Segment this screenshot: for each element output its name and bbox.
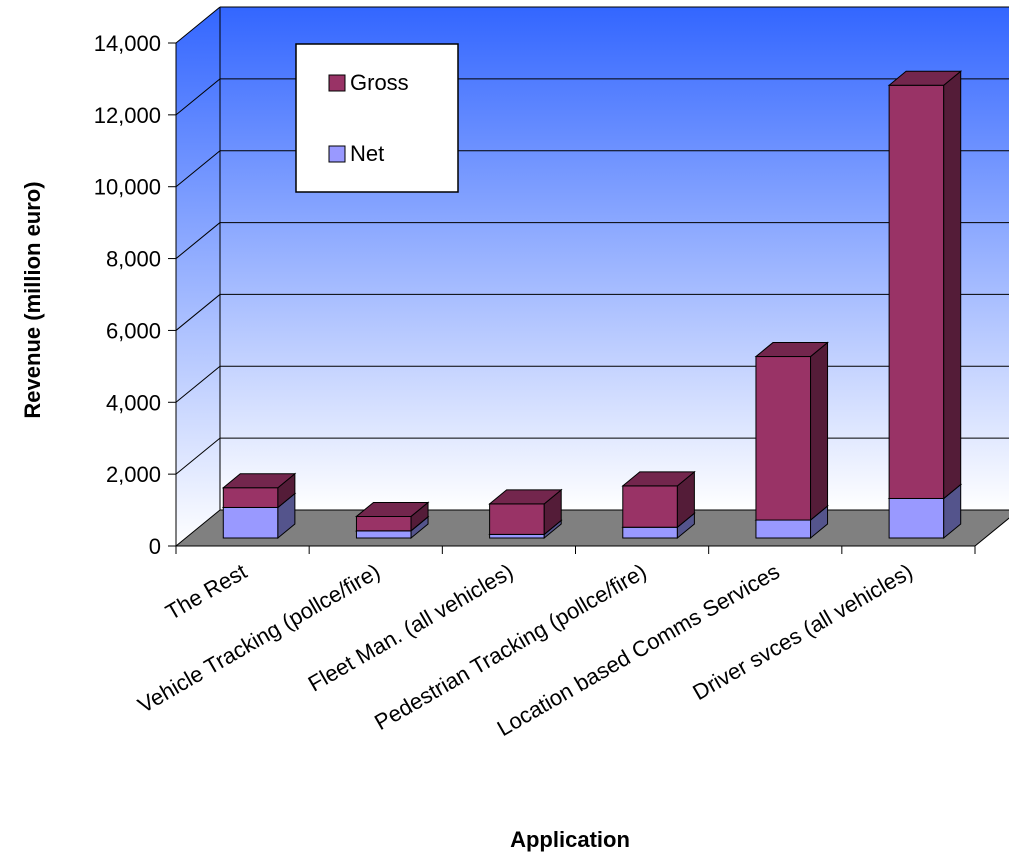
legend-swatch-net bbox=[328, 145, 346, 163]
y-tick-label: 12,000 bbox=[94, 103, 161, 128]
legend-label-net: Net bbox=[350, 141, 384, 166]
gridline-side bbox=[175, 437, 221, 475]
y-tick-label: 2,000 bbox=[106, 462, 161, 487]
bar-top bbox=[355, 501, 430, 517]
floor bbox=[174, 509, 1009, 547]
bar-side bbox=[810, 341, 829, 522]
bar-gross bbox=[221, 472, 297, 509]
bar-top bbox=[621, 471, 696, 487]
gridline-side bbox=[175, 294, 221, 331]
x-tick-label: Driver svces (all vehicles) bbox=[688, 559, 916, 705]
bar-gross bbox=[488, 488, 563, 536]
bars bbox=[221, 70, 963, 540]
bar-gross bbox=[355, 501, 430, 532]
bar-front bbox=[755, 356, 812, 521]
bar-top bbox=[221, 473, 297, 489]
y-tick-label: 8,000 bbox=[106, 247, 161, 272]
side-wall bbox=[176, 7, 220, 546]
legend-box bbox=[295, 43, 459, 193]
bar-front bbox=[222, 487, 279, 508]
legend-label-gross: Gross bbox=[350, 70, 409, 95]
x-tick-label: The Rest bbox=[161, 559, 251, 625]
y-tick-label: 6,000 bbox=[106, 318, 161, 343]
bar-front bbox=[355, 515, 412, 532]
bar-front bbox=[489, 503, 545, 535]
gridline-side bbox=[175, 150, 221, 188]
y-axis-title: Revenue (million euro) bbox=[20, 181, 45, 418]
bar-gross bbox=[754, 341, 829, 522]
y-tick-label: 10,000 bbox=[94, 175, 161, 200]
y-tick-label: 4,000 bbox=[106, 390, 161, 415]
y-tick-label: 14,000 bbox=[94, 31, 161, 56]
bar-side bbox=[943, 70, 962, 500]
y-axis: 0 2,000 4,000 6,000 8,000 10,000 12,000 14,000 bbox=[94, 31, 177, 559]
bar-front bbox=[489, 533, 545, 539]
gridline-side bbox=[175, 365, 221, 403]
bar-gross bbox=[887, 70, 963, 500]
gridline-side bbox=[175, 78, 221, 116]
y-tick-label: 0 bbox=[149, 534, 161, 559]
gridline-side bbox=[175, 222, 221, 259]
x-tick-label: Vehicle Tracking (pollce/fire) bbox=[133, 559, 384, 718]
bar-front bbox=[888, 497, 945, 539]
bar-gross bbox=[621, 470, 696, 529]
gridline-side bbox=[175, 6, 221, 44]
bar-top bbox=[488, 489, 563, 505]
bar-front bbox=[755, 519, 812, 539]
bar-front bbox=[888, 84, 945, 499]
legend-swatch-gross bbox=[328, 74, 346, 92]
bar-front bbox=[622, 485, 678, 528]
legend: Gross Net bbox=[295, 43, 459, 193]
bar-front bbox=[622, 526, 678, 539]
bar-top bbox=[754, 342, 829, 358]
bar-top bbox=[887, 70, 963, 86]
x-axis-title: Application bbox=[510, 827, 630, 852]
bar-front bbox=[222, 506, 279, 539]
bar-front bbox=[355, 530, 412, 539]
